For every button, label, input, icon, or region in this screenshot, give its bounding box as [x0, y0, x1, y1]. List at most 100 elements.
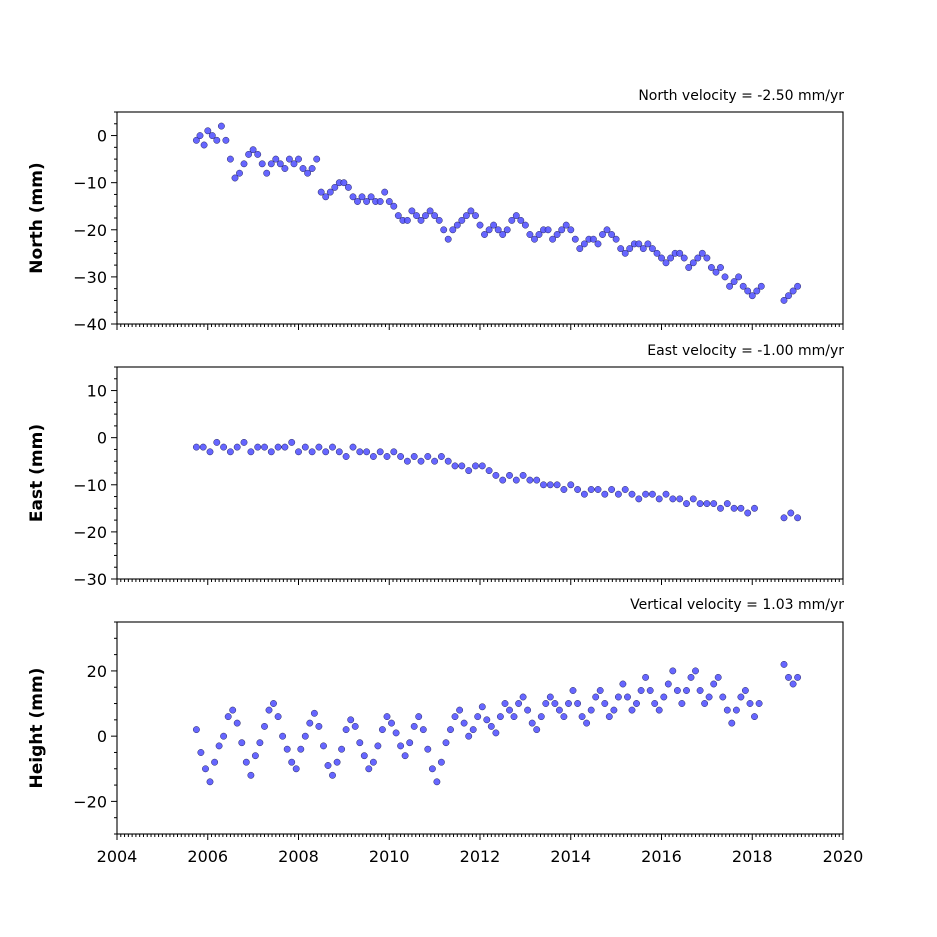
north-data-point	[349, 193, 357, 201]
height-data-point	[310, 709, 318, 717]
east-data-point	[519, 471, 527, 479]
north-data-point	[726, 282, 734, 290]
east-velocity-annotation: East velocity = -1.00 mm/yr	[647, 343, 844, 359]
east-x-axis	[116, 579, 844, 585]
height-data-point	[510, 713, 518, 721]
north-data-point	[240, 160, 248, 168]
north-data-point	[285, 155, 293, 163]
vertical-velocity-annotation: Vertical velocity = 1.03 mm/yr	[630, 597, 844, 613]
east-panel: East velocity = -1.00 mm/yr East (mm) 10…	[27, 343, 844, 589]
height-data-point	[692, 667, 699, 675]
height-data-point	[560, 713, 568, 721]
height-data-point	[465, 732, 473, 740]
east-data-point	[192, 443, 200, 451]
north-data-point	[363, 198, 371, 205]
north-data-point	[344, 183, 352, 191]
height-data-point	[678, 700, 686, 707]
height-panel: Vertical velocity = 1.03 mm/yr Height (m…	[27, 597, 863, 866]
north-data-point	[653, 249, 661, 257]
north-plot-frame	[116, 111, 844, 325]
east-data-point	[648, 490, 656, 498]
height-data-point	[215, 742, 223, 750]
north-data-point	[694, 254, 702, 262]
height-data-point	[392, 729, 400, 737]
east-data-point	[444, 457, 452, 465]
north-velocity-annotation: North velocity = -2.50 mm/yr	[638, 88, 844, 104]
north-data-point	[485, 226, 493, 234]
east-y-tick-label: 10	[87, 382, 107, 401]
height-x-tick-label: 2020	[823, 847, 864, 866]
height-data-point	[347, 716, 355, 724]
height-data-point	[333, 758, 341, 766]
height-data-point	[701, 700, 709, 707]
east-data-point	[533, 476, 541, 484]
east-data-point	[424, 453, 432, 460]
north-data-point	[444, 235, 452, 243]
north-data-point	[698, 249, 706, 257]
east-data-point	[499, 476, 507, 484]
north-data-point	[612, 235, 620, 243]
east-data-point	[485, 467, 493, 475]
height-data-point	[288, 758, 296, 766]
height-data-point	[537, 713, 545, 721]
north-data-point	[281, 165, 289, 172]
north-data-point	[644, 240, 652, 248]
east-data-point	[274, 443, 282, 451]
north-data-point	[549, 235, 557, 243]
height-data-point	[601, 700, 609, 707]
east-data-point	[397, 453, 405, 460]
north-data-point	[417, 216, 425, 224]
height-data-point	[528, 719, 536, 727]
height-data-point	[646, 687, 654, 694]
east-data-point	[635, 495, 643, 503]
east-data-point	[369, 453, 377, 460]
east-data-point	[696, 500, 704, 508]
east-data-point	[451, 462, 459, 470]
height-data-point	[515, 700, 523, 707]
height-data-point	[274, 713, 282, 721]
north-y-tick-label: −20	[73, 221, 107, 240]
east-data-point	[363, 448, 371, 456]
east-data-point	[587, 486, 595, 493]
height-y-axis-label: Height (mm)	[27, 668, 47, 789]
north-data-point	[326, 188, 334, 196]
east-data-point	[546, 481, 554, 489]
height-data-point	[555, 706, 563, 714]
north-data-point	[748, 292, 756, 300]
height-data-point	[374, 742, 382, 750]
north-data-point	[403, 216, 411, 224]
height-data-point	[546, 693, 554, 701]
height-y-tick-label: 0	[97, 727, 107, 746]
height-data-point	[719, 693, 727, 701]
height-data-point	[542, 700, 550, 707]
north-y-axis-label: North (mm)	[27, 162, 47, 273]
height-data-point	[655, 706, 663, 714]
north-x-axis	[116, 324, 844, 330]
east-data-point	[703, 500, 711, 508]
east-data-point	[787, 509, 795, 517]
height-x-tick-label: 2010	[369, 847, 410, 866]
height-data-point	[270, 700, 277, 707]
north-data-point	[662, 259, 670, 267]
north-data-point	[753, 287, 761, 295]
north-data-point	[621, 249, 629, 257]
east-data-point	[301, 443, 309, 451]
east-data-point	[431, 457, 439, 465]
height-data-point	[780, 660, 788, 668]
north-data-point	[494, 226, 502, 234]
east-data-point	[594, 486, 602, 493]
east-data-point	[226, 448, 234, 456]
height-data-point	[483, 716, 491, 724]
height-data-point	[242, 758, 250, 766]
north-data-point	[712, 268, 720, 276]
east-y-axis: 10 0 −10 −20 −30	[73, 366, 117, 589]
east-y-tick-label: −20	[73, 523, 107, 542]
north-data-point	[272, 155, 280, 163]
north-data-point	[707, 264, 715, 271]
height-data-point	[437, 758, 445, 766]
east-data-point	[662, 490, 670, 498]
height-data-point	[633, 700, 640, 707]
north-data-point	[794, 282, 802, 290]
height-data-point	[283, 745, 291, 753]
east-data-point	[342, 453, 350, 460]
